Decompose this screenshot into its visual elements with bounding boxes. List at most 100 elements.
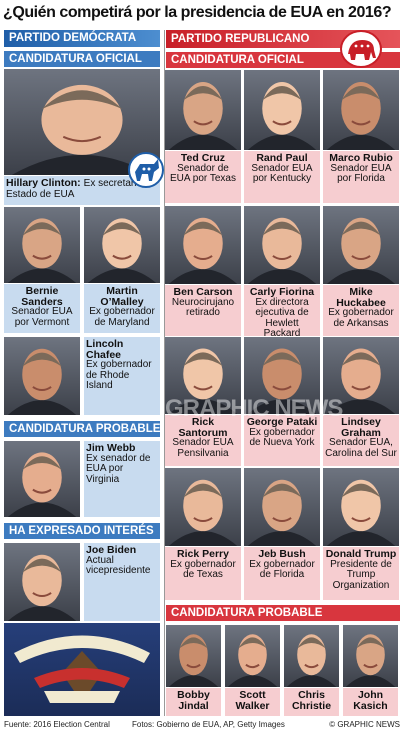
face bbox=[262, 348, 302, 400]
candidate-photo bbox=[323, 337, 399, 414]
candidate-name: Rand Paul bbox=[256, 152, 308, 164]
face bbox=[183, 479, 223, 532]
face bbox=[262, 479, 302, 532]
candidate-desc: Senador de EUA por Texas bbox=[170, 162, 236, 185]
suit bbox=[326, 531, 396, 546]
suit bbox=[247, 399, 317, 414]
face bbox=[341, 217, 381, 270]
smile bbox=[272, 120, 292, 126]
suit bbox=[168, 675, 219, 687]
suit bbox=[247, 269, 317, 284]
face bbox=[341, 348, 381, 400]
section-header: CANDIDATURA PROBABLE bbox=[4, 421, 160, 437]
candidate-photo bbox=[4, 543, 80, 621]
smile bbox=[193, 517, 213, 523]
face bbox=[262, 217, 302, 270]
candidate-name: Scott Walker bbox=[235, 689, 270, 712]
portrait bbox=[345, 634, 396, 687]
candidate-caption: Jeb Bush Ex gobernador de Florida bbox=[244, 547, 320, 600]
face bbox=[22, 218, 62, 269]
candidate-name: Marco Rubio bbox=[329, 152, 393, 164]
suit bbox=[87, 268, 157, 283]
smile bbox=[62, 135, 102, 143]
hair bbox=[41, 90, 123, 110]
candidate-photo bbox=[4, 207, 80, 283]
candidate-desc: Senador EUA por Vermont bbox=[11, 306, 73, 328]
candidate-desc: Ex directora ejecutiva de Hewlett Packar… bbox=[255, 296, 309, 340]
candidate-desc: Senador EUA Pensilvania bbox=[172, 437, 234, 459]
footer-credit: © GRAPHIC NEWS bbox=[329, 720, 400, 729]
smile bbox=[193, 120, 213, 126]
candidate-caption: Chris Christie bbox=[284, 688, 339, 716]
section-header: CANDIDATURA OFICIAL bbox=[4, 51, 160, 67]
candidate-caption: Jim Webb Ex senador de EUA por Virginia bbox=[84, 441, 160, 517]
portrait bbox=[168, 348, 238, 414]
candidate-caption: Bernie Sanders Senador EUA por Vermont bbox=[4, 284, 80, 333]
smile bbox=[351, 517, 371, 523]
watermark: GRAPHIC NEWS bbox=[165, 395, 343, 422]
candidate-caption: George Pataki Ex gobernador de Nueva York bbox=[244, 415, 320, 466]
face bbox=[22, 348, 62, 401]
candidate-photo bbox=[165, 206, 241, 284]
portrait bbox=[247, 479, 317, 546]
candidate-caption: Scott Walker bbox=[225, 688, 280, 716]
candidate-name: Mike Huckabee bbox=[336, 286, 386, 309]
candidate-desc: Senador EUA, Carolina del Sur bbox=[325, 437, 397, 459]
hair bbox=[356, 637, 385, 649]
candidate-caption: Carly Fiorina Ex directora ejecutiva de H… bbox=[244, 285, 320, 339]
portrait bbox=[247, 82, 317, 150]
candidate-photo bbox=[4, 337, 80, 415]
candidate-caption: Mike Huckabee Ex gobernador de Arkansas bbox=[323, 285, 399, 336]
suit bbox=[168, 269, 238, 284]
candidate-desc: Senador EUA por Florida bbox=[330, 162, 392, 185]
candidate-name: Lindsey Graham bbox=[341, 416, 381, 439]
smile bbox=[304, 663, 319, 669]
candidate-name: Carly Fiorina bbox=[249, 286, 315, 298]
smile bbox=[32, 386, 52, 392]
hair bbox=[22, 558, 62, 573]
face bbox=[183, 82, 223, 135]
divider bbox=[164, 30, 165, 716]
candidate-caption: Marco Rubio Senador EUA por Florida bbox=[323, 151, 399, 203]
suit bbox=[7, 606, 77, 621]
face bbox=[238, 634, 267, 676]
hair bbox=[341, 86, 381, 101]
face bbox=[341, 82, 381, 135]
smile bbox=[193, 255, 213, 261]
candidate-name: Martin O’Malley bbox=[100, 285, 144, 308]
smile bbox=[186, 663, 201, 669]
candidate-caption: Rand Paul Senador EUA por Kentucky bbox=[244, 151, 320, 203]
candidate-photo bbox=[323, 70, 399, 150]
candidate-photo bbox=[84, 207, 160, 283]
candidate-caption: Hillary Clinton: Ex secretaria de Estado … bbox=[4, 176, 160, 205]
seal-image bbox=[4, 623, 160, 716]
portrait bbox=[247, 348, 317, 414]
smile bbox=[272, 385, 292, 391]
candidate-caption: Ben Carson Neurocirujano retirado bbox=[165, 285, 241, 336]
candidate-name: Rick Perry bbox=[177, 548, 229, 560]
candidate-desc: Ex gobernador de Arkansas bbox=[328, 307, 394, 329]
smile bbox=[32, 254, 52, 260]
suit bbox=[168, 134, 238, 150]
hair bbox=[183, 86, 223, 101]
candidate-desc: Ex senador de EUA por Virginia bbox=[86, 452, 151, 485]
smile bbox=[112, 254, 132, 260]
hair bbox=[179, 637, 208, 649]
hair bbox=[297, 637, 326, 649]
candidate-photo bbox=[284, 625, 339, 687]
candidate-desc: Ex gobernador de Florida bbox=[249, 558, 315, 581]
seal bbox=[14, 635, 150, 703]
suit bbox=[326, 399, 396, 414]
candidate-name: Jeb Bush bbox=[258, 548, 306, 560]
candidate-photo bbox=[323, 468, 399, 546]
candidate-desc: Neurocirujano retirado bbox=[171, 296, 235, 319]
republican-logo bbox=[340, 30, 382, 68]
smile bbox=[351, 255, 371, 261]
suit bbox=[345, 675, 396, 687]
candidate-photo bbox=[165, 70, 241, 150]
suit bbox=[247, 531, 317, 546]
portrait bbox=[7, 348, 77, 415]
suit bbox=[286, 675, 337, 687]
candidate-caption: Rick Santorum Senador EUA Pensilvania bbox=[165, 415, 241, 466]
